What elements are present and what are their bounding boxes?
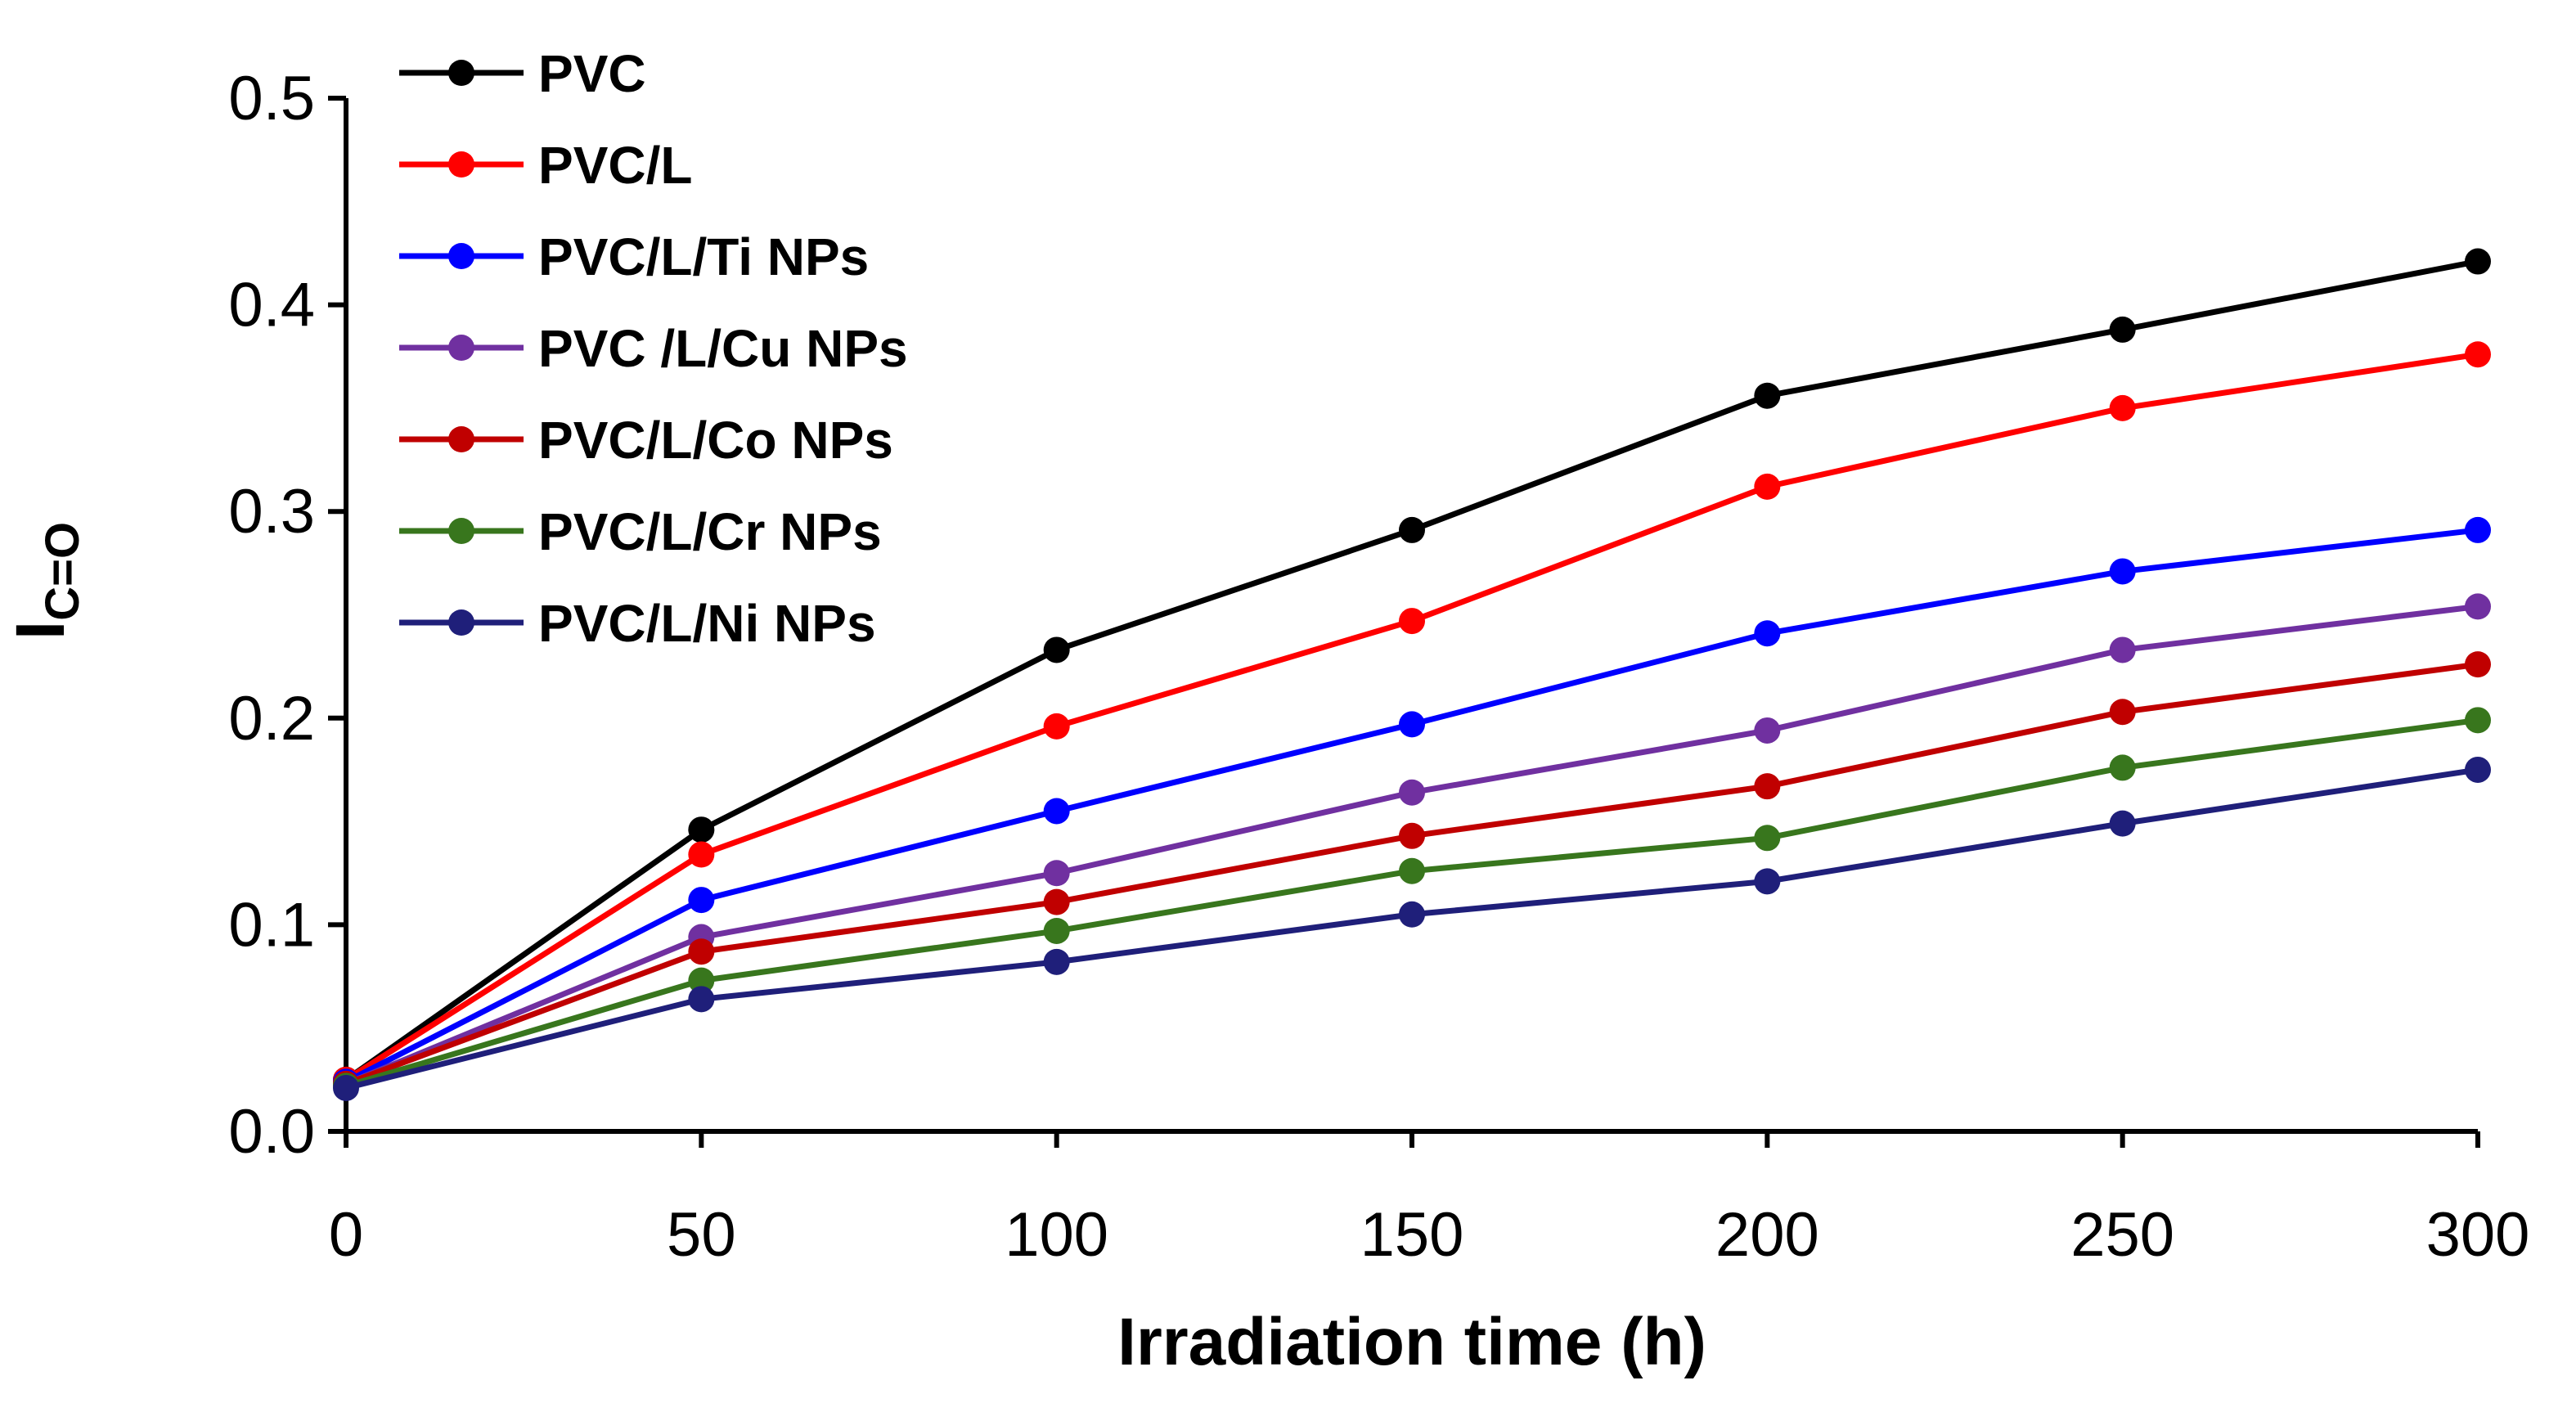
data-point xyxy=(333,1074,359,1101)
legend-marker xyxy=(448,243,474,269)
legend-item: PVC /L/Cu NPs xyxy=(399,319,908,378)
y-tick-label: 0.0 xyxy=(228,1097,315,1167)
data-point xyxy=(1754,825,1781,852)
y-tick-label: 0.1 xyxy=(228,890,315,960)
series-4 xyxy=(333,651,2491,1097)
data-point xyxy=(688,938,715,965)
legend-marker xyxy=(448,151,474,178)
data-point xyxy=(1399,857,1425,884)
data-point xyxy=(1043,860,1070,887)
x-tick-label: 300 xyxy=(2426,1200,2530,1270)
data-point xyxy=(1754,868,1781,895)
data-point xyxy=(2109,754,2136,781)
legend-label: PVC xyxy=(538,44,646,103)
data-point xyxy=(688,967,715,994)
data-point xyxy=(2465,651,2491,678)
data-point xyxy=(2465,516,2491,543)
series-line xyxy=(344,259,2479,1082)
legend-item: PVC/L xyxy=(399,136,692,195)
data-point xyxy=(1399,822,1425,849)
data-point xyxy=(1399,901,1425,928)
legend-marker xyxy=(448,609,474,636)
data-point xyxy=(1754,620,1781,647)
data-point xyxy=(1399,516,1425,543)
y-axis-title-main: I xyxy=(2,621,79,640)
legend-marker xyxy=(448,335,474,361)
x-tick-label: 100 xyxy=(1005,1200,1108,1270)
legend-marker xyxy=(448,426,474,452)
x-tick-label: 250 xyxy=(2070,1200,2174,1270)
y-tick-label: 0.5 xyxy=(228,64,315,133)
legend-label: PVC/L/Cr NPs xyxy=(538,502,882,561)
series-layer xyxy=(333,248,2491,1101)
data-point xyxy=(1043,948,1070,975)
data-point xyxy=(1754,717,1781,744)
data-point xyxy=(2109,699,2136,726)
y-axis-title-sub: C=O xyxy=(36,522,89,621)
data-point xyxy=(688,887,715,914)
data-point xyxy=(1399,608,1425,635)
x-tick-label: 200 xyxy=(1715,1200,1819,1270)
data-point xyxy=(1399,711,1425,738)
data-point xyxy=(688,986,715,1013)
y-tick-label: 0.4 xyxy=(228,271,315,340)
data-point xyxy=(2109,394,2136,421)
x-tick-label: 150 xyxy=(1360,1200,1464,1270)
data-point xyxy=(1043,713,1070,740)
data-point xyxy=(2465,756,2491,783)
legend-marker xyxy=(448,60,474,86)
legend-marker xyxy=(448,518,474,544)
axes: 0.0 0.1 0.2 0.3 0.4 0.5 0 50 100 150 200 250 300 xyxy=(228,64,2529,1270)
series-6 xyxy=(333,756,2491,1101)
y-tick-label: 0.2 xyxy=(228,684,315,753)
legend-label: PVC/L/Ni NPs xyxy=(538,594,876,653)
y-axis-title: IC=O xyxy=(2,522,89,640)
legend-item: PVC xyxy=(399,44,646,103)
y-tick-label: 0.3 xyxy=(228,477,315,546)
data-point xyxy=(1043,917,1070,944)
data-point xyxy=(2109,316,2136,343)
data-point xyxy=(2109,636,2136,663)
legend-item: PVC/L/Co NPs xyxy=(399,411,893,470)
data-point xyxy=(2465,593,2491,620)
legend-label: PVC/L xyxy=(538,136,692,195)
data-point xyxy=(2109,810,2136,837)
legend-label: PVC /L/Cu NPs xyxy=(538,319,908,378)
data-point xyxy=(1043,798,1070,825)
series-2 xyxy=(333,516,2491,1095)
data-point xyxy=(2465,707,2491,734)
data-point xyxy=(2465,248,2491,275)
data-point xyxy=(688,816,715,843)
data-point xyxy=(2109,558,2136,585)
data-point xyxy=(1754,473,1781,500)
series-line xyxy=(345,767,2479,1091)
data-point xyxy=(1043,636,1070,663)
x-tick-label: 50 xyxy=(667,1200,736,1270)
legend-item: PVC/L/Ni NPs xyxy=(399,594,876,653)
legend-label: PVC/L/Ti NPs xyxy=(538,227,869,286)
x-tick-label: 0 xyxy=(329,1200,363,1270)
legend-item: PVC/L/Ti NPs xyxy=(399,227,869,286)
data-point xyxy=(2465,341,2491,368)
data-point xyxy=(688,841,715,868)
data-point xyxy=(1399,779,1425,806)
legend: PVC PVC/L PVC/L/Ti NPs PVC /L/Cu NPs PVC/L/C… xyxy=(399,44,908,653)
legend-label: PVC/L/Co NPs xyxy=(538,411,893,470)
data-point xyxy=(1754,382,1781,409)
x-axis-title: Irradiation time (h) xyxy=(1117,1305,1706,1379)
series-3 xyxy=(333,593,2491,1097)
data-point xyxy=(1043,888,1070,915)
legend-item: PVC/L/Cr NPs xyxy=(399,502,882,561)
data-point xyxy=(1754,773,1781,800)
